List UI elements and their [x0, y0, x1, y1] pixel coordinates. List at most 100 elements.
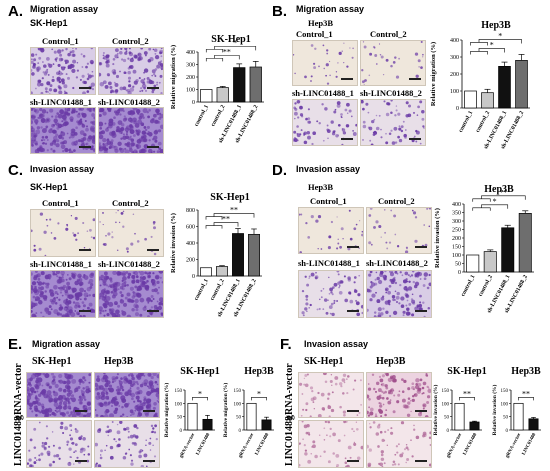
significance-bracket: [205, 216, 223, 220]
micrograph-texture: [31, 108, 95, 153]
y-tick-label: 0: [447, 429, 450, 434]
micrograph-texture: [361, 41, 425, 85]
y-tick-label: 100: [501, 402, 509, 407]
micrograph: [26, 372, 92, 418]
micrograph: [30, 107, 96, 154]
micrograph-texture: [99, 271, 163, 317]
row-label: LINC01488: [13, 415, 24, 466]
chart-title: SK-Hep1: [180, 366, 219, 377]
micrograph: [292, 99, 358, 146]
bar: [528, 418, 539, 431]
y-tick-label: 50: [503, 416, 509, 421]
image-label: sh-LINC01488_1: [30, 97, 92, 107]
significance-bracket: [205, 49, 224, 53]
y-tick-label: 0: [239, 429, 242, 434]
significance-bracket: [518, 397, 534, 401]
x-tick-label: control_1: [194, 104, 210, 128]
bar: [498, 65, 511, 109]
x-tick-label: gRNA-vector: [238, 432, 256, 459]
column-label: SK-Hep1: [32, 356, 72, 367]
micrograph-texture: [31, 48, 95, 94]
chart-title: Hep3B: [244, 366, 274, 377]
chart-svg: SK-Hep1 Relative migration (%) 0 50 100 150 gR…: [163, 366, 220, 459]
x-tick-label: LINC01488: [522, 432, 538, 456]
micrograph: [98, 270, 164, 318]
chart-title: Hep3B: [511, 366, 541, 377]
y-tick-label: 50: [177, 416, 183, 421]
panel-label-a: A.: [8, 3, 23, 20]
bar: [249, 66, 262, 103]
significance-bracket: [481, 204, 509, 209]
x-tick-label: control_2: [210, 104, 226, 128]
significance-label: **: [463, 389, 471, 398]
x-tick-label: control_2: [475, 110, 491, 134]
significance-label: *: [493, 197, 497, 206]
micrograph-texture: [367, 373, 431, 417]
bar: [454, 402, 465, 431]
image-label: sh-LINC01488_2: [360, 88, 422, 98]
micrograph-texture: [99, 210, 163, 256]
micrograph: [94, 372, 160, 418]
panel-label-f: F.: [280, 336, 292, 353]
micrograph-texture: [95, 373, 159, 417]
bar: [200, 89, 213, 103]
micrograph-texture: [95, 421, 159, 467]
significance-bracket: [470, 42, 488, 46]
panel-c-title: Invasion assay: [30, 164, 95, 174]
x-tick-label: control_1: [460, 274, 476, 298]
image-label: sh-LINC01488_1: [30, 259, 92, 269]
x-tick-label: gRNA-vector: [179, 432, 197, 459]
y-tick-label: 100: [186, 88, 195, 94]
micrograph: [366, 420, 432, 468]
bar: [501, 227, 515, 273]
y-axis-label: Relative invasion (%): [170, 213, 177, 273]
micrograph-texture: [367, 208, 431, 253]
chart-svg: Hep3B Relative migration (%) 0 100 200 300 400…: [430, 20, 530, 150]
micrograph-texture: [31, 271, 95, 317]
x-tick-label: gRNA-vector: [505, 432, 523, 459]
chart-svg: Hep3B Relative migration (%) 0 50 100 150 gRNA…: [222, 366, 274, 459]
chart-svg: SK-Hep1 Relative invasion (%) 0 200 400 600 80…: [170, 192, 262, 318]
significance-bracket: [472, 198, 491, 202]
significance-bracket: [213, 222, 239, 227]
y-tick-label: 0: [506, 429, 509, 434]
significance-label: **: [223, 47, 231, 56]
micrograph: [30, 47, 96, 95]
panel-d-title: Invasion assay: [296, 164, 361, 174]
panel-b-title: Migration assay: [296, 4, 365, 14]
x-tick-label: control_2: [478, 274, 494, 298]
image-label: Control_1: [310, 196, 347, 206]
chart-title: SK-Hep1: [447, 366, 486, 377]
bar: [248, 233, 260, 277]
significance-bracket: [192, 397, 208, 401]
bar: [202, 418, 213, 431]
row-label: gRNA-vector: [284, 363, 295, 420]
micrograph-texture: [299, 421, 363, 467]
panel-a-cell-line: SK-Hep1: [30, 18, 68, 28]
y-tick-label: 200: [186, 258, 195, 264]
image-label: sh-LINC01488_2: [98, 97, 160, 107]
y-tick-label: 400: [186, 241, 195, 247]
significance-bracket: [478, 48, 505, 53]
micrograph-texture: [299, 373, 363, 417]
x-tick-label: control_1: [193, 278, 209, 302]
y-tick-label: 100: [452, 253, 461, 259]
micrograph: [292, 40, 358, 86]
micrograph-texture: [367, 421, 431, 467]
micrograph-texture: [361, 100, 425, 145]
micrograph-texture: [31, 210, 95, 256]
x-tick-label: gRNA-vector: [446, 432, 464, 459]
y-tick-label: 150: [452, 245, 461, 251]
micrograph-texture: [27, 373, 91, 417]
chart-svg: SK-Hep1 Relative invasion (%) 0 50 100 150 gRN…: [432, 366, 487, 459]
column-label: Hep3B: [104, 356, 134, 367]
micrograph: [366, 372, 432, 418]
chart-title: SK-Hep1: [210, 192, 249, 203]
chart-title: Hep3B: [481, 20, 511, 31]
micrograph: [298, 420, 364, 468]
significance-label: **: [222, 215, 230, 224]
image-label: Control_2: [370, 29, 407, 39]
y-tick-label: 250: [452, 228, 461, 234]
bar: [246, 402, 257, 431]
bar-chart-d: Hep3B Relative invasion (%) 0 50 100 150 200 25…: [432, 180, 542, 321]
